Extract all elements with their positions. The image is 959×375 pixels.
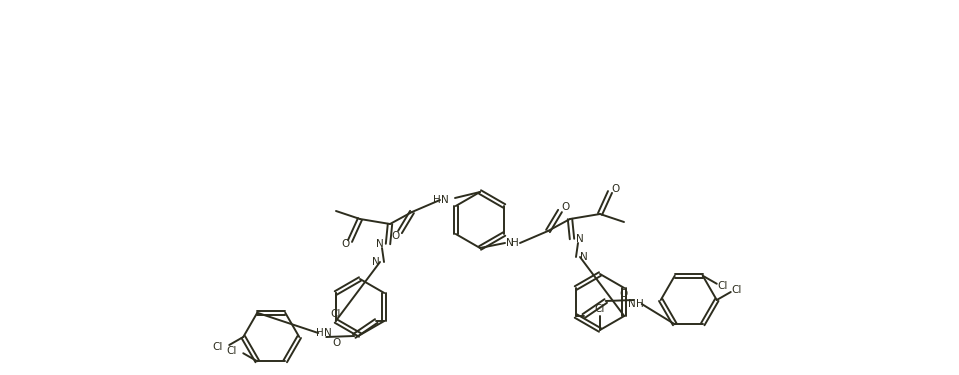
- Text: N: N: [576, 234, 584, 244]
- Text: H: H: [636, 299, 643, 309]
- Text: O: O: [611, 184, 620, 194]
- Text: N: N: [376, 239, 384, 249]
- Text: H: H: [316, 328, 324, 338]
- Text: Cl: Cl: [595, 304, 605, 314]
- Text: N: N: [506, 238, 514, 248]
- Text: O: O: [332, 338, 340, 348]
- Text: N: N: [324, 328, 332, 338]
- Text: N: N: [580, 252, 588, 262]
- Text: O: O: [620, 289, 628, 299]
- Text: O: O: [340, 239, 349, 249]
- Text: O: O: [561, 202, 569, 212]
- Text: N: N: [372, 257, 380, 267]
- Text: Cl: Cl: [732, 285, 742, 295]
- Text: Cl: Cl: [331, 309, 341, 319]
- Text: N: N: [628, 299, 636, 309]
- Text: Cl: Cl: [227, 346, 237, 356]
- Text: Cl: Cl: [213, 342, 223, 352]
- Text: Cl: Cl: [717, 281, 728, 291]
- Text: N: N: [441, 195, 449, 205]
- Text: O: O: [391, 231, 399, 241]
- Text: H: H: [511, 238, 519, 248]
- Text: H: H: [433, 195, 441, 205]
